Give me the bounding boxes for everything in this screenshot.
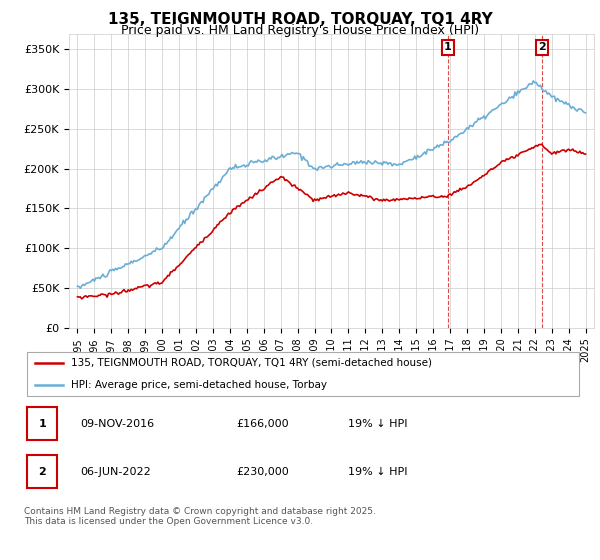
Text: 2: 2 bbox=[538, 43, 546, 53]
Text: 19% ↓ HPI: 19% ↓ HPI bbox=[347, 466, 407, 477]
FancyBboxPatch shape bbox=[27, 407, 58, 440]
Text: 19% ↓ HPI: 19% ↓ HPI bbox=[347, 418, 407, 428]
Text: £166,000: £166,000 bbox=[236, 418, 289, 428]
Text: 1: 1 bbox=[38, 418, 46, 428]
Text: Price paid vs. HM Land Registry's House Price Index (HPI): Price paid vs. HM Land Registry's House … bbox=[121, 24, 479, 37]
Text: £230,000: £230,000 bbox=[236, 466, 289, 477]
Text: 06-JUN-2022: 06-JUN-2022 bbox=[80, 466, 151, 477]
Text: HPI: Average price, semi-detached house, Torbay: HPI: Average price, semi-detached house,… bbox=[71, 380, 328, 390]
Text: 2: 2 bbox=[38, 466, 46, 477]
Text: 135, TEIGNMOUTH ROAD, TORQUAY, TQ1 4RY (semi-detached house): 135, TEIGNMOUTH ROAD, TORQUAY, TQ1 4RY (… bbox=[71, 358, 433, 368]
Text: 1: 1 bbox=[444, 43, 452, 53]
Text: Contains HM Land Registry data © Crown copyright and database right 2025.
This d: Contains HM Land Registry data © Crown c… bbox=[24, 507, 376, 526]
Text: 09-NOV-2016: 09-NOV-2016 bbox=[80, 418, 154, 428]
Text: 135, TEIGNMOUTH ROAD, TORQUAY, TQ1 4RY: 135, TEIGNMOUTH ROAD, TORQUAY, TQ1 4RY bbox=[107, 12, 493, 27]
FancyBboxPatch shape bbox=[27, 455, 58, 488]
FancyBboxPatch shape bbox=[27, 352, 579, 396]
